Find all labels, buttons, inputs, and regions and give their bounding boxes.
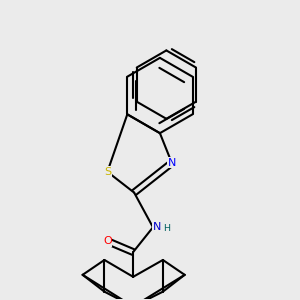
- Text: N: N: [168, 158, 176, 168]
- Text: S: S: [104, 167, 111, 177]
- Text: H: H: [163, 224, 170, 233]
- Text: O: O: [103, 236, 112, 246]
- Text: N: N: [153, 222, 161, 232]
